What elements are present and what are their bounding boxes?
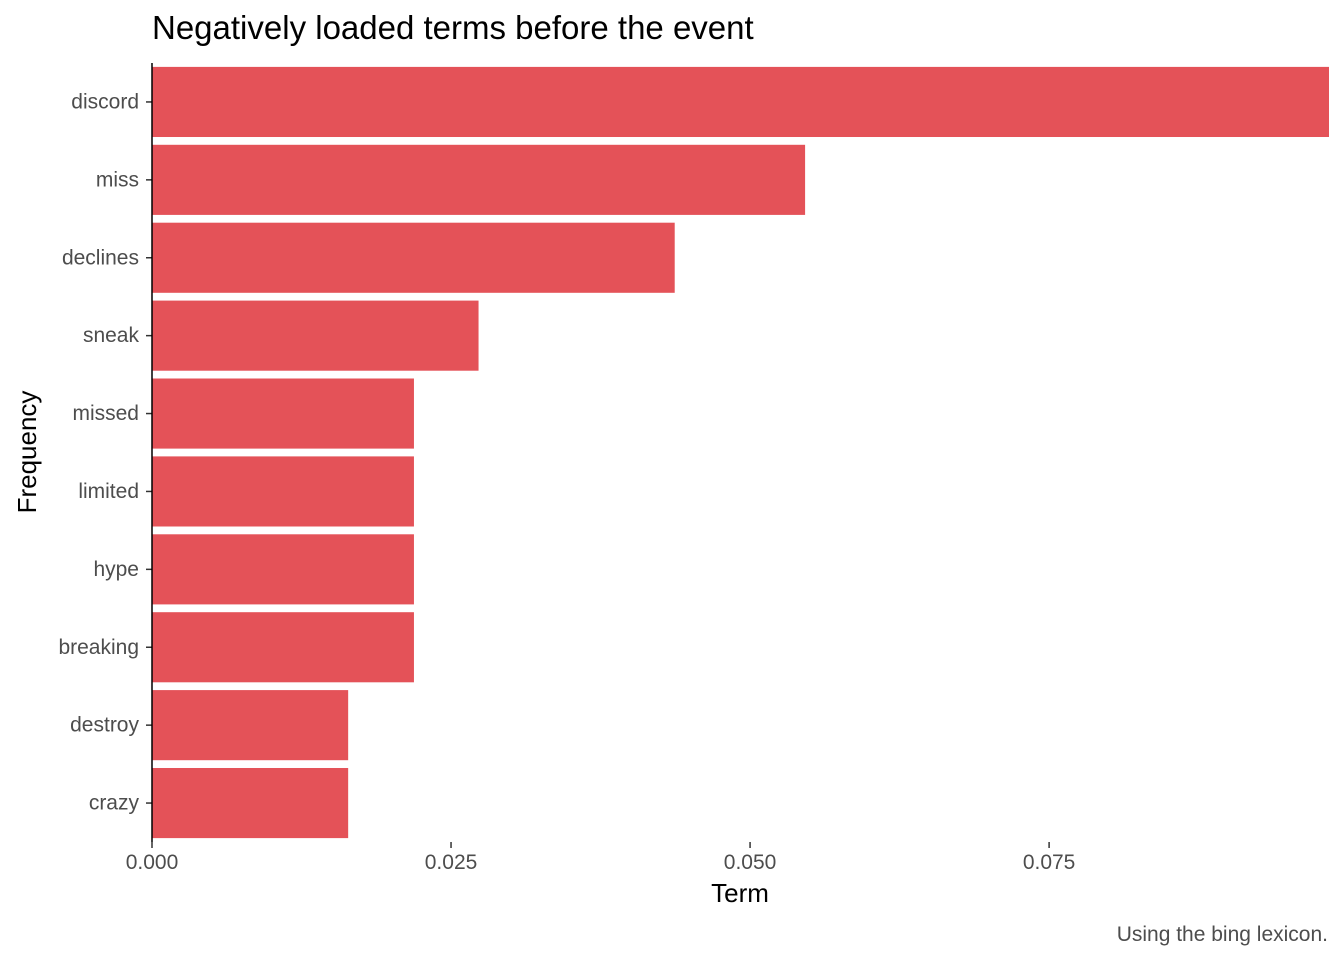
bar-miss	[152, 144, 806, 215]
bar-limited	[152, 456, 414, 527]
bar-crazy	[152, 767, 349, 839]
y-tick-label: limited	[78, 480, 139, 503]
y-tick-label: breaking	[58, 636, 139, 659]
bar-discord	[152, 66, 1329, 138]
y-tick-label: destroy	[70, 714, 139, 737]
y-tick-label: miss	[96, 168, 139, 191]
y-tick-label: discord	[71, 90, 139, 113]
chart-caption: Using the bing lexicon.	[1117, 923, 1328, 946]
bar-hype	[152, 534, 414, 605]
bars-group	[152, 66, 1329, 839]
bar-destroy	[152, 690, 349, 761]
bar-sneak	[152, 300, 479, 371]
bar-declines	[152, 222, 675, 293]
x-tick-label: 0.050	[724, 851, 777, 874]
y-tick-label: crazy	[89, 792, 140, 815]
x-tick-label: 0.075	[1023, 851, 1076, 874]
chart-title: Negatively loaded terms before the event	[152, 9, 754, 46]
y-tick-label: sneak	[83, 324, 140, 347]
y-tick-label: hype	[93, 558, 139, 581]
y-axis-title: Frequency	[12, 391, 42, 514]
y-axis-ticks: discord miss declines sneak missed limited hyp…	[58, 90, 152, 815]
bar-breaking	[152, 612, 414, 683]
y-tick-label: missed	[72, 402, 139, 425]
x-tick-label: 0.000	[126, 851, 179, 874]
x-axis-title: Term	[711, 878, 769, 908]
x-tick-label: 0.025	[425, 851, 478, 874]
bar-missed	[152, 378, 414, 449]
y-tick-label: declines	[62, 246, 139, 269]
x-axis-ticks: 0.000 0.025 0.050 0.075	[126, 842, 1076, 874]
